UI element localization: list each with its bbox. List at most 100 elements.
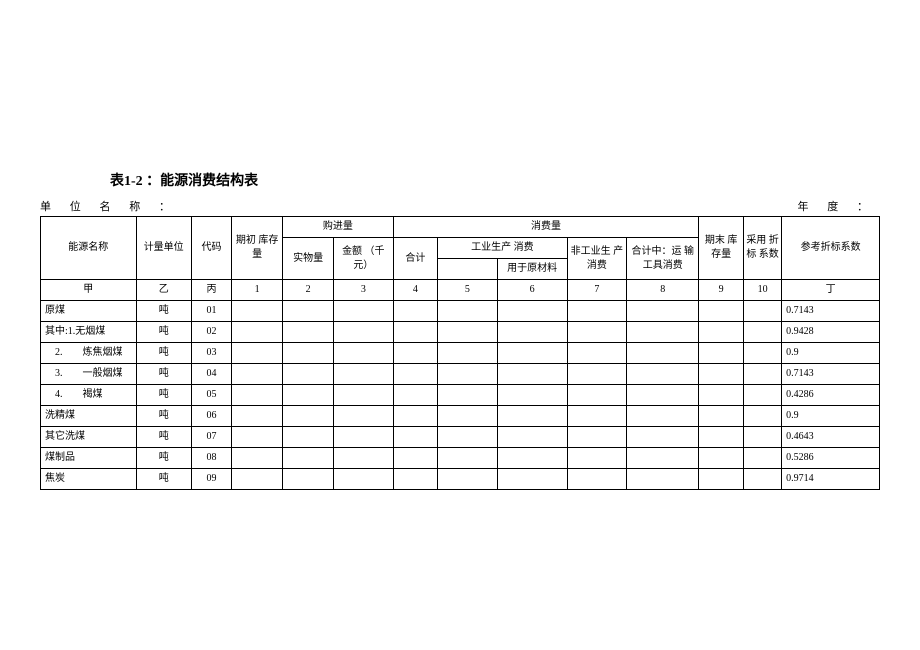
h-unit: 计量单位 <box>136 217 191 280</box>
cell-empty <box>393 385 438 406</box>
cell-empty <box>438 406 497 427</box>
cell-empty <box>743 322 781 343</box>
cell-empty <box>283 427 334 448</box>
cell-empty <box>627 343 699 364</box>
cell-name: 其它洗煤 <box>41 427 137 448</box>
cell-code: 05 <box>191 385 231 406</box>
cell-empty <box>627 448 699 469</box>
cell-ref: 0.9714 <box>782 469 880 490</box>
cell-empty <box>627 427 699 448</box>
h-n6: 6 <box>497 280 567 301</box>
cell-empty <box>567 364 626 385</box>
cell-empty <box>283 406 334 427</box>
cell-empty <box>283 301 334 322</box>
h-ding: 丁 <box>782 280 880 301</box>
cell-empty <box>699 343 744 364</box>
cell-name: 其中:1.无烟煤 <box>41 322 137 343</box>
cell-empty <box>283 469 334 490</box>
h-n4: 4 <box>393 280 438 301</box>
cell-ref: 0.7143 <box>782 301 880 322</box>
h-bing: 丙 <box>191 280 231 301</box>
cell-empty <box>232 406 283 427</box>
h-n10: 10 <box>743 280 781 301</box>
cell-empty <box>497 448 567 469</box>
cell-unit: 吨 <box>136 364 191 385</box>
h-n7: 7 <box>567 280 626 301</box>
cell-code: 04 <box>191 364 231 385</box>
cell-empty <box>393 322 438 343</box>
unit-name-label: 单 位 名 称 ： <box>40 198 178 214</box>
cell-empty <box>497 385 567 406</box>
cell-empty <box>438 385 497 406</box>
cell-unit: 吨 <box>136 301 191 322</box>
h-ind-blank <box>438 259 497 280</box>
cell-empty <box>393 343 438 364</box>
cell-unit: 吨 <box>136 406 191 427</box>
cell-empty <box>699 427 744 448</box>
cell-empty <box>283 448 334 469</box>
cell-empty <box>232 343 283 364</box>
cell-empty <box>743 385 781 406</box>
table-row: 焦炭吨090.9714 <box>41 469 880 490</box>
cell-empty <box>743 364 781 385</box>
h-jia: 甲 <box>41 280 137 301</box>
table-body: 原煤吨010.7143其中:1.无烟煤吨020.94282. 炼焦烟煤吨030.… <box>41 301 880 490</box>
h-nonind-cons: 非工业生 产消费 <box>567 238 626 280</box>
cell-empty <box>438 469 497 490</box>
year-label: 年 度 ： <box>798 198 877 214</box>
cell-empty <box>232 364 283 385</box>
cell-empty <box>627 385 699 406</box>
table-row: 其中:1.无烟煤吨020.9428 <box>41 322 880 343</box>
cell-empty <box>334 385 393 406</box>
cell-unit: 吨 <box>136 448 191 469</box>
meta-row: 单 位 名 称 ： 年 度 ： <box>40 198 880 214</box>
cell-empty <box>497 406 567 427</box>
cell-empty <box>232 385 283 406</box>
cell-empty <box>699 301 744 322</box>
cell-empty <box>438 322 497 343</box>
cell-empty <box>567 406 626 427</box>
cell-empty <box>743 427 781 448</box>
cell-empty <box>497 343 567 364</box>
cell-empty <box>334 322 393 343</box>
cell-name: 煤制品 <box>41 448 137 469</box>
cell-empty <box>497 322 567 343</box>
h-n2: 2 <box>283 280 334 301</box>
h-code: 代码 <box>191 217 231 280</box>
h-ind-cons: 工业生产 消费 <box>438 238 568 259</box>
h-purchase-amt: 金额 （千元） <box>334 238 393 280</box>
cell-empty <box>393 406 438 427</box>
cell-ref: 0.9428 <box>782 322 880 343</box>
cell-ref: 0.9 <box>782 406 880 427</box>
table-row: 煤制品吨080.5286 <box>41 448 880 469</box>
cell-code: 07 <box>191 427 231 448</box>
cell-empty <box>743 448 781 469</box>
cell-empty <box>334 343 393 364</box>
cell-name: 焦炭 <box>41 469 137 490</box>
cell-empty <box>743 469 781 490</box>
table-title: 表1-2 ：能源消费结构表 <box>110 170 880 190</box>
cell-code: 03 <box>191 343 231 364</box>
cell-ref: 0.9 <box>782 343 880 364</box>
h-energy-name: 能源名称 <box>41 217 137 280</box>
cell-ref: 0.7143 <box>782 364 880 385</box>
cell-ref: 0.4643 <box>782 427 880 448</box>
cell-empty <box>699 406 744 427</box>
cell-empty <box>497 301 567 322</box>
cell-empty <box>627 364 699 385</box>
cell-empty <box>393 469 438 490</box>
h-adopt-coef: 采用 折标 系数 <box>743 217 781 280</box>
cell-unit: 吨 <box>136 385 191 406</box>
h-purchase-qty: 实物量 <box>283 238 334 280</box>
h-consumption: 消费量 <box>393 217 699 238</box>
table-row: 4. 褐煤吨050.4286 <box>41 385 880 406</box>
h-transport: 合计中：运 输工具消费 <box>627 238 699 280</box>
cell-empty <box>567 385 626 406</box>
cell-empty <box>567 427 626 448</box>
cell-empty <box>699 364 744 385</box>
table-row: 其它洗煤吨070.4643 <box>41 427 880 448</box>
cell-empty <box>232 322 283 343</box>
cell-empty <box>699 322 744 343</box>
cell-empty <box>567 322 626 343</box>
h-n9: 9 <box>699 280 744 301</box>
